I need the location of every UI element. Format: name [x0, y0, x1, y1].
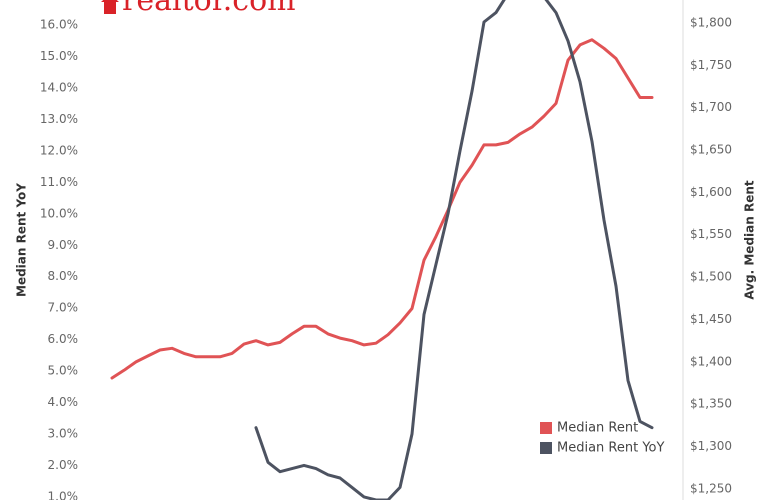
legend-swatch: [540, 422, 552, 434]
y2-tick-label: $1,650: [690, 143, 732, 157]
legend-label: Median Rent: [557, 421, 638, 436]
y-tick-label: 15.0%: [40, 49, 78, 63]
y2-tick-label: $1,350: [690, 397, 732, 411]
y-tick-label: 13.0%: [40, 112, 78, 126]
y-tick-label: 9.0%: [48, 238, 79, 252]
y-tick-label: 7.0%: [48, 301, 79, 315]
y2-tick-label: $1,600: [690, 185, 732, 199]
logo-icon: [101, 0, 119, 14]
y-tick-label: 3.0%: [48, 426, 79, 440]
y-tick-label: 5.0%: [48, 364, 79, 378]
y2-tick-label: $1,250: [690, 481, 732, 495]
y2-tick-label: $1,550: [690, 227, 732, 241]
y2-tick-label: $1,700: [690, 100, 732, 114]
y-tick-label: 14.0%: [40, 81, 78, 95]
legend-swatch: [540, 442, 552, 454]
logo: realtor.com: [122, 0, 296, 18]
y-tick-label: 2.0%: [48, 458, 79, 472]
y-tick-label: 6.0%: [48, 332, 79, 346]
y2-tick-label: $1,500: [690, 270, 732, 284]
series-line: [254, 0, 654, 500]
y-tick-label: 16.0%: [40, 18, 78, 32]
y-tick-label: 11.0%: [40, 175, 78, 189]
y2-tick-label: $1,800: [690, 15, 732, 29]
y-tick-label: 1.0%: [48, 489, 79, 500]
y-tick-label: 4.0%: [48, 395, 79, 409]
y2-tick-label: $1,750: [690, 58, 732, 72]
y2-tick-label: $1,450: [690, 312, 732, 326]
y-tick-label: 8.0%: [48, 269, 79, 283]
y2-tick-label: $1,300: [690, 439, 732, 453]
y2-tick-label: $1,400: [690, 354, 732, 368]
series-line: [110, 38, 654, 380]
y-axis-title: Median Rent YoY: [15, 183, 29, 297]
y-tick-label: 12.0%: [40, 143, 78, 157]
legend-label: Median Rent YoY: [557, 441, 664, 456]
y2-axis-title: Avg. Median Rent: [743, 180, 757, 300]
y-tick-label: 10.0%: [40, 206, 78, 220]
